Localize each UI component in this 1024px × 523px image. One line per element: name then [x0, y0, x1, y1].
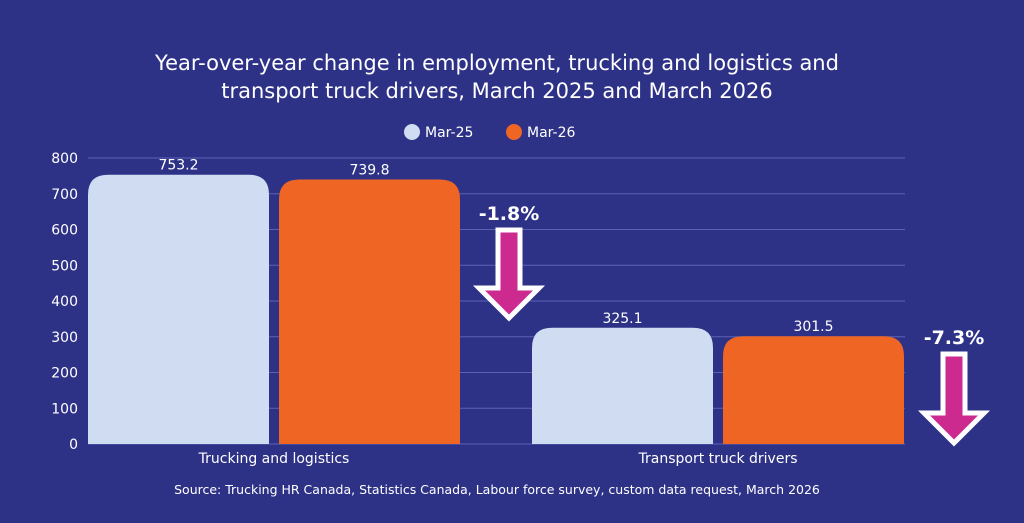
legend-label-mar-25: Mar-25 — [425, 125, 473, 141]
bar-mar-25-0 — [88, 174, 269, 444]
y-tick-label: 0 — [69, 437, 78, 453]
bar-mar-25-1 — [532, 327, 713, 444]
down-arrow-icon — [917, 351, 991, 447]
legend-label-mar-26: Mar-26 — [527, 125, 575, 141]
y-tick-label: 700 — [51, 187, 78, 203]
change-label: -1.8% — [479, 203, 540, 225]
change-label: -7.3% — [924, 327, 985, 349]
y-tick-label: 600 — [51, 223, 78, 239]
y-tick-label: 500 — [51, 258, 78, 274]
chart-title-line-1: Year-over-year change in employment, tru… — [154, 51, 839, 75]
data-label: 301.5 — [793, 319, 833, 335]
y-tick-label: 300 — [51, 330, 78, 346]
data-label: 739.8 — [349, 163, 389, 179]
bar-mar-26-1 — [723, 336, 904, 444]
source-note: Source: Trucking HR Canada, Statistics C… — [174, 482, 820, 497]
data-label: 753.2 — [158, 158, 198, 174]
down-arrow-icon — [472, 227, 546, 322]
data-label: 325.1 — [602, 311, 642, 327]
legend: Mar-25 Mar-26 — [404, 124, 575, 141]
chart-title-line-2: transport truck drivers, March 2025 and … — [221, 79, 772, 103]
y-tick-label: 100 — [51, 401, 78, 417]
x-tick-label-0: Trucking and logistics — [198, 451, 350, 467]
y-tick-label: 400 — [51, 294, 78, 310]
y-tick-label: 200 — [51, 366, 78, 382]
bar-mar-26-0 — [279, 179, 460, 445]
legend-marker-mar-25 — [404, 124, 420, 140]
y-tick-label: 800 — [51, 151, 78, 167]
x-tick-label-1: Transport truck drivers — [638, 451, 798, 467]
legend-marker-mar-26 — [506, 124, 522, 140]
